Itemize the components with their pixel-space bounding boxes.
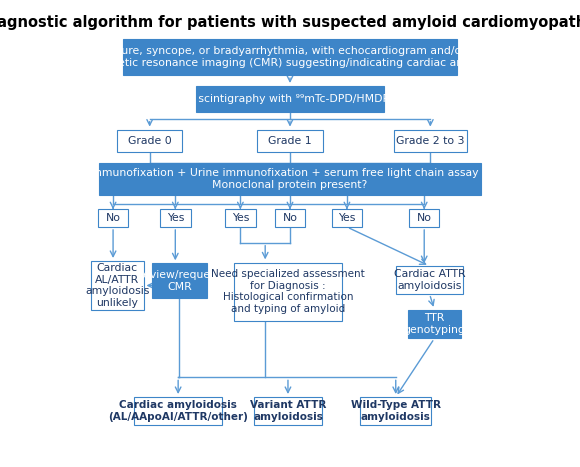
FancyBboxPatch shape: [394, 129, 467, 152]
Text: Yes: Yes: [231, 213, 249, 223]
FancyBboxPatch shape: [258, 129, 322, 152]
FancyBboxPatch shape: [152, 263, 207, 298]
FancyBboxPatch shape: [197, 86, 383, 112]
Text: Heart failure, syncope, or bradyarrhythmia, with echocardiogram and/or cardiac
m: Heart failure, syncope, or bradyarrhythm…: [71, 46, 509, 68]
FancyBboxPatch shape: [225, 209, 256, 227]
Text: Cardiac
AL/ATTR
amyloidosis
unlikely: Cardiac AL/ATTR amyloidosis unlikely: [85, 263, 149, 308]
Text: Serum immunofixation + Urine immunofixation + serum free light chain assay (Free: Serum immunofixation + Urine immunofixat…: [49, 169, 531, 190]
Text: Grade 0: Grade 0: [128, 135, 172, 146]
Text: Yes: Yes: [338, 213, 356, 223]
FancyBboxPatch shape: [408, 310, 461, 339]
FancyBboxPatch shape: [360, 397, 432, 425]
Text: Variant ATTR
amyloidosis: Variant ATTR amyloidosis: [250, 400, 326, 422]
FancyBboxPatch shape: [160, 209, 191, 227]
Text: Grade 2 to 3: Grade 2 to 3: [396, 135, 465, 146]
Text: Cardiac ATTR
amyloidosis: Cardiac ATTR amyloidosis: [394, 269, 465, 291]
Text: Bone scintigraphy with ⁹⁹mTc-DPD/HMDP/PYP: Bone scintigraphy with ⁹⁹mTc-DPD/HMDP/PY…: [168, 94, 412, 104]
FancyBboxPatch shape: [255, 397, 321, 425]
Text: No: No: [282, 213, 298, 223]
Text: Yes: Yes: [166, 213, 184, 223]
Text: Need specialized assessment
for Diagnosis :
Histological confirmation
and typing: Need specialized assessment for Diagnosi…: [211, 269, 365, 314]
FancyBboxPatch shape: [275, 209, 305, 227]
FancyBboxPatch shape: [409, 209, 440, 227]
Text: No: No: [106, 213, 121, 223]
FancyBboxPatch shape: [99, 163, 481, 195]
FancyBboxPatch shape: [90, 261, 144, 310]
Text: Review/request
CMR: Review/request CMR: [137, 270, 222, 292]
Text: Diagnostic algorithm for patients with suspected amyloid cardiomyopathy.: Diagnostic algorithm for patients with s…: [0, 15, 580, 30]
FancyBboxPatch shape: [332, 209, 362, 227]
FancyBboxPatch shape: [123, 39, 457, 75]
FancyBboxPatch shape: [396, 266, 463, 294]
FancyBboxPatch shape: [234, 262, 342, 320]
Text: Grade 1: Grade 1: [268, 135, 312, 146]
Text: TTR
genotyping: TTR genotyping: [404, 313, 465, 335]
FancyBboxPatch shape: [117, 129, 182, 152]
Text: Cardiac amyloidosis
(AL/AApoAI/ATTR/other): Cardiac amyloidosis (AL/AApoAI/ATTR/othe…: [108, 400, 248, 422]
FancyBboxPatch shape: [135, 397, 222, 425]
Text: Wild-Type ATTR
amyloidosis: Wild-Type ATTR amyloidosis: [351, 400, 441, 422]
Text: No: No: [416, 213, 432, 223]
FancyBboxPatch shape: [98, 209, 128, 227]
